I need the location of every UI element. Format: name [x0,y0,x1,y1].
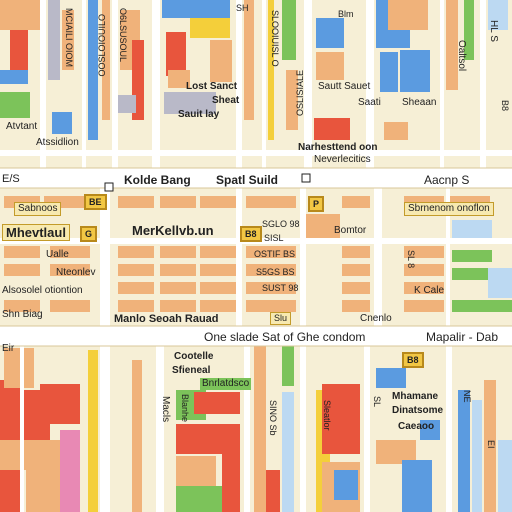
map-label[interactable]: Narhesttend oon [298,142,378,153]
map-label[interactable]: Sfieneal [172,365,211,376]
map-label[interactable]: Shn Biag [2,309,43,320]
map-label[interactable]: Cnenlo [360,313,392,324]
map-label[interactable]: K Cale [414,285,445,296]
map-label[interactable]: Alsosolel otiontion [2,285,83,296]
avenue-south [0,326,512,346]
route-badge[interactable]: BE [84,194,107,210]
street-label[interactable]: Mapalir - Dab [426,330,499,344]
map-label[interactable]: Caeaoo [398,421,435,432]
map-label[interactable]: Nteonlev [56,267,96,278]
top-roads [0,0,512,168]
map-label[interactable]: SH [236,3,249,13]
map-label[interactable]: Neverlecitics [314,154,371,165]
route-badge[interactable]: B8 [240,226,262,242]
map-label[interactable]: MCIAILI OIOM [64,8,74,68]
map-label[interactable]: Sheaan [402,97,437,108]
map-label[interactable]: S5GS BS [256,267,295,277]
map-label[interactable]: SLOOIUISL O [270,10,280,67]
map-label[interactable]: OSLISIALE [295,70,305,117]
map-label[interactable]: Mhamane [392,391,439,402]
map-label[interactable]: Sheat [212,95,240,106]
map-label[interactable]: Bomtor [334,225,367,236]
map-marker-square [301,173,311,183]
district-label[interactable]: Mhevtlaul [2,224,70,241]
map-label[interactable]: Lost Sanct [186,81,238,92]
map-label[interactable]: Blm [338,9,354,19]
street-label[interactable]: Manlo Seoah Rauad [114,313,219,325]
map-label[interactable]: SL 8 [406,250,416,269]
route-badge[interactable]: B8 [402,352,424,368]
map-label[interactable]: Saati [358,97,381,108]
map-label[interactable]: SL [372,396,382,408]
map-marker-square [104,182,114,192]
route-badge[interactable]: P [308,196,325,212]
avenue-north [0,168,512,188]
map-label[interactable]: OOSLOIOUILO [97,14,107,77]
map-label[interactable]: Atvtant [6,121,38,132]
route-badge[interactable]: G [80,226,98,242]
map-label[interactable]: B8 [500,100,510,112]
map-label[interactable]: Macls [160,396,171,423]
map-label[interactable]: Bnrlatdsco [200,378,252,390]
map-label[interactable]: NE [462,390,472,403]
top-blocks [0,0,508,140]
district-label[interactable]: MerKellvb.un [132,223,214,238]
street-label[interactable]: Aacnp S [424,173,470,187]
map-label[interactable]: Slu [270,312,292,325]
map-label[interactable]: Sauit lay [178,109,220,120]
map-label[interactable]: Blanhe [180,394,190,423]
map-label[interactable]: Sleatlor [322,400,332,431]
map-label[interactable]: SUST 98 [262,283,299,293]
map-label[interactable]: Eir [2,343,15,354]
map-label[interactable]: Atssidlion [36,137,79,148]
bottom-roads [20,346,452,512]
map-label[interactable]: SISL [264,233,284,243]
map-label[interactable]: Sbrnenom onoflon [404,202,494,216]
map-label[interactable]: SGLO 98 [262,219,300,229]
map-label[interactable]: OSTIF BS [254,249,296,259]
map-label[interactable]: Oaltsol [456,40,467,72]
map-label[interactable]: Ualle [46,249,69,260]
map-label[interactable]: SINO Sb [268,400,278,436]
map-label[interactable]: Sautt Sauet [318,81,371,92]
map-label[interactable]: HL S [488,20,499,42]
map-label[interactable]: EI [486,440,496,449]
map-label[interactable]: Cootelle [174,351,214,362]
street-label[interactable]: One slade Sat of Ghe condom [204,330,366,344]
bottom-blocks [0,346,512,512]
street-label[interactable]: Spatl Suild [216,173,279,187]
street-label[interactable]: E/S [2,173,20,185]
map-label[interactable]: Sabnoos [14,202,62,216]
map-label[interactable]: O6LSUSOUL [118,8,128,63]
street-label[interactable]: Kolde Bang [124,173,191,187]
map-label[interactable]: Dinatsome [392,405,444,416]
